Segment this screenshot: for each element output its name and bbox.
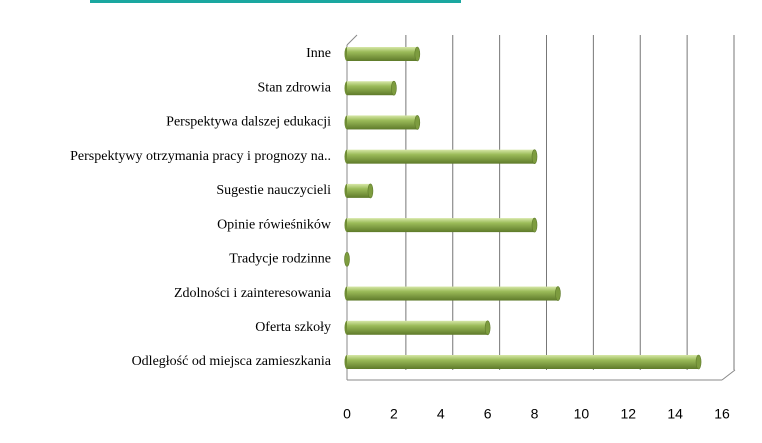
wall-edge xyxy=(346,34,358,46)
y-tick-label: Odległość od miejsca zamieszkania xyxy=(132,354,332,369)
bar xyxy=(347,149,535,164)
x-tick-label: 16 xyxy=(714,406,730,422)
bar-cap-right xyxy=(555,286,561,301)
bar xyxy=(347,218,535,233)
bar xyxy=(347,183,371,198)
header-line xyxy=(90,0,461,3)
x-tick-label: 14 xyxy=(667,406,683,422)
y-tick-label: Tradycje rodzinne xyxy=(229,252,331,267)
x-tick-label: 0 xyxy=(343,406,351,422)
bar xyxy=(347,115,418,130)
bar xyxy=(347,47,418,61)
y-tick-label: Perspektywy otrzymania pracy i prognozy … xyxy=(70,149,331,164)
x-tick-label: 8 xyxy=(531,406,539,422)
x-tick-label: 6 xyxy=(484,406,492,422)
y-tick-label: Inne xyxy=(306,46,331,61)
y-tick-label: Oferta szkoły xyxy=(255,320,331,335)
bar-cap-right xyxy=(484,320,491,336)
bar-cap-right xyxy=(695,354,702,370)
y-tick-label: Stan zdrowia xyxy=(258,80,332,95)
y-tick-label: Sugestie nauczycieli xyxy=(216,183,331,198)
x-tick-label: 12 xyxy=(620,406,636,422)
bar-cap-right xyxy=(531,217,538,233)
y-tick-label: Opinie rówieśników xyxy=(217,217,332,232)
bar-cap-right xyxy=(414,115,421,130)
bar-cap-right xyxy=(367,183,374,199)
bar xyxy=(347,81,394,96)
bar-cap-right xyxy=(414,46,421,62)
bar-cap-right xyxy=(344,252,350,267)
x-tick-label: 4 xyxy=(437,406,445,422)
floor-edge xyxy=(721,369,736,381)
x-tick-label: 10 xyxy=(574,406,590,422)
x-tick-label: 2 xyxy=(390,406,398,422)
bar xyxy=(347,320,488,335)
y-tick-label: Perspektywa dalszej edukacji xyxy=(166,115,331,130)
bar-cap-right xyxy=(391,80,397,96)
bar xyxy=(347,286,558,301)
bar xyxy=(347,355,699,369)
bar-cap-right xyxy=(531,149,538,164)
y-tick-label: Zdolności i zainteresowania xyxy=(174,286,332,301)
